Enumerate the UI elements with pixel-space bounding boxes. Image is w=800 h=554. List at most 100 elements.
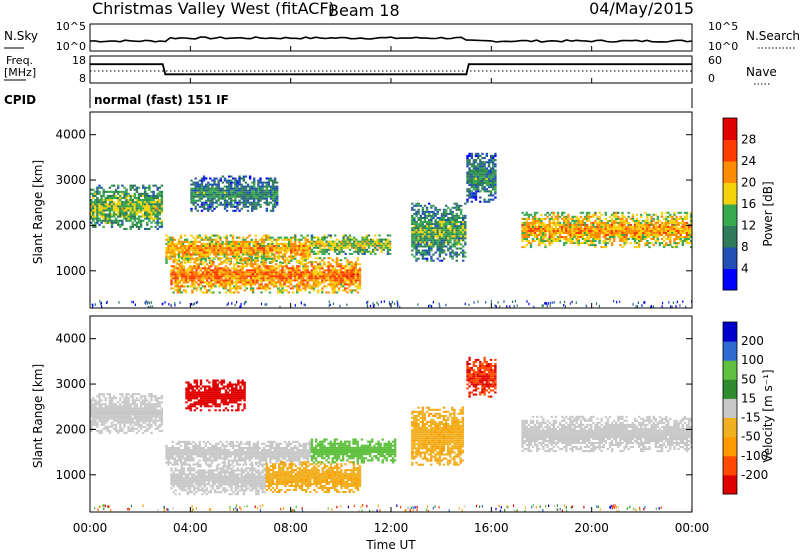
power-cell <box>180 263 184 266</box>
power-cell <box>592 213 595 216</box>
power-cell <box>298 253 301 256</box>
power-cell <box>271 207 275 210</box>
power-cell <box>425 257 429 260</box>
power-cell <box>602 240 605 242</box>
power-cell <box>215 253 218 256</box>
power-cell <box>596 225 599 228</box>
power-cell <box>281 249 284 252</box>
power-cell <box>277 291 280 294</box>
power-cell <box>237 269 240 272</box>
power-cell <box>229 242 233 245</box>
power-cell <box>561 230 564 232</box>
power-cell <box>249 289 253 292</box>
power-cell <box>216 267 219 270</box>
power-cell <box>292 251 295 254</box>
power-cell <box>479 175 482 178</box>
nsearch-label: N.Search <box>746 29 800 43</box>
power-cell <box>214 277 217 280</box>
power-cell <box>108 194 112 197</box>
power-cell <box>464 227 467 230</box>
power-cell <box>335 277 339 280</box>
power-cell <box>281 271 284 274</box>
power-cell <box>542 238 545 240</box>
power-cell <box>654 227 657 230</box>
power-cell <box>202 179 206 182</box>
power-cell <box>548 234 551 236</box>
power-cell <box>198 247 201 250</box>
power-cell <box>369 244 373 247</box>
power-cell <box>156 188 159 191</box>
power-cell <box>633 246 637 249</box>
power-speckle <box>526 300 528 303</box>
power-cell <box>315 242 318 245</box>
power-cell <box>211 209 214 212</box>
power-cell <box>231 281 234 284</box>
power-cell <box>218 273 221 276</box>
power-cell <box>269 185 273 188</box>
power-cell <box>229 234 233 237</box>
power-cell <box>329 285 332 288</box>
power-cell <box>453 227 456 230</box>
power-cell <box>470 186 473 189</box>
power-cell <box>240 177 243 180</box>
power-cell <box>425 217 429 219</box>
power-cell <box>585 242 589 245</box>
power-cell <box>685 242 689 245</box>
power-cell <box>257 181 260 184</box>
power-cell <box>354 273 357 276</box>
power-cell <box>637 236 641 238</box>
power-cell <box>561 217 564 220</box>
power-cell <box>356 287 360 290</box>
power-cell <box>565 240 568 242</box>
power-cell <box>133 203 136 206</box>
power-cell <box>225 193 229 196</box>
power-cell <box>353 236 356 239</box>
power-cell <box>583 230 587 232</box>
power-cell <box>270 271 274 274</box>
power-cell <box>209 201 212 204</box>
power-cell <box>193 273 196 276</box>
power-cell <box>251 185 254 188</box>
power-cell <box>548 219 551 222</box>
power-cell <box>114 188 118 191</box>
power-cell <box>195 263 198 266</box>
power-cell <box>474 196 478 199</box>
power-cell <box>281 277 284 280</box>
power-cell <box>254 269 257 272</box>
power-cell <box>129 201 132 204</box>
power-cell <box>244 240 247 243</box>
power-cell <box>233 263 236 266</box>
power-cell <box>243 279 246 282</box>
power-cell <box>462 231 465 234</box>
power-cell <box>173 257 176 260</box>
power-cell <box>350 277 353 280</box>
power-cell <box>357 250 360 253</box>
power-cell <box>470 169 473 172</box>
power-cell <box>489 181 493 184</box>
power-speckle <box>145 302 147 305</box>
power-cell <box>489 167 493 170</box>
power-cell <box>466 171 469 174</box>
power-cell <box>193 283 196 286</box>
power-cell <box>592 244 595 247</box>
power-cell <box>196 181 199 184</box>
power-cell <box>449 239 452 242</box>
power-cell <box>208 247 212 250</box>
power-cell <box>673 227 676 230</box>
power-cell <box>558 227 562 230</box>
power-cell <box>215 255 218 258</box>
power-cell <box>464 233 467 236</box>
power-cell <box>196 183 199 186</box>
power-cell <box>237 271 240 274</box>
power-cell <box>194 183 197 186</box>
power-cell <box>119 209 122 212</box>
power-speckle <box>389 303 391 306</box>
power-cell <box>523 236 526 238</box>
power-cell <box>223 185 227 188</box>
power-cell <box>654 240 657 242</box>
power-cell <box>527 223 531 226</box>
power-cell <box>631 217 635 220</box>
power-cell <box>110 190 114 193</box>
power-cell <box>181 240 185 243</box>
power-cell <box>363 250 366 253</box>
